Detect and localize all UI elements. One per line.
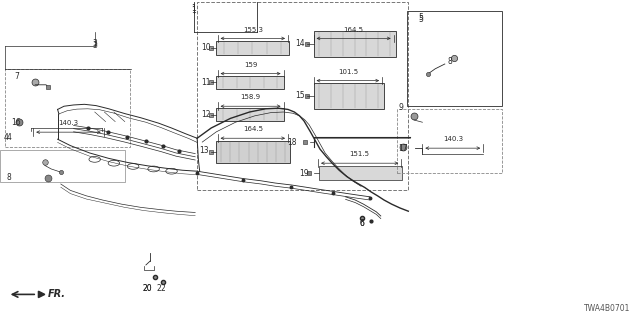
Text: 140.3: 140.3 [443,136,463,142]
Text: 101.5: 101.5 [338,69,358,75]
Text: 7: 7 [14,72,19,81]
Text: 4: 4 [4,133,9,142]
Text: 13: 13 [199,146,209,155]
Text: 8: 8 [448,57,452,66]
Text: 8: 8 [6,173,11,182]
Text: FR.: FR. [48,289,66,300]
Text: 5: 5 [419,13,424,22]
Bar [314,83,384,109]
Bar [397,109,502,173]
Text: 5: 5 [419,15,424,24]
Text: 140.3: 140.3 [58,120,79,126]
Bar [0,150,125,182]
Text: 1: 1 [191,6,196,15]
Bar [216,108,284,121]
Text: 2: 2 [156,284,161,293]
Polygon shape [38,291,45,298]
Text: 14: 14 [295,39,305,48]
Bar [314,31,396,57]
Text: 159: 159 [244,62,257,68]
Text: 4: 4 [6,133,12,142]
Text: 158.9: 158.9 [241,94,260,100]
Bar [216,41,289,55]
Text: 164.5: 164.5 [344,27,364,33]
Text: 1: 1 [191,4,196,13]
Text: 3: 3 [92,39,97,48]
Text: 3: 3 [92,41,97,50]
Text: 17: 17 [398,144,408,153]
Text: 15: 15 [295,92,305,100]
Text: 18: 18 [287,138,297,147]
Bar [5,69,130,147]
Bar [216,76,284,89]
Text: 9: 9 [398,103,403,112]
Bar [197,2,408,190]
Bar [216,141,290,163]
Text: 16: 16 [12,118,21,127]
Bar [407,11,502,106]
Text: 6: 6 [359,219,364,228]
Text: 11: 11 [202,78,211,87]
Text: 2: 2 [161,284,166,293]
Text: 151.5: 151.5 [349,151,370,157]
Text: 19: 19 [300,169,309,178]
Text: 12: 12 [202,110,211,119]
Text: 20: 20 [142,284,152,293]
Text: 10: 10 [202,44,211,52]
Bar [319,166,402,180]
Text: 20: 20 [142,284,152,293]
Text: 155.3: 155.3 [243,27,263,33]
Text: 6: 6 [359,219,364,228]
Text: 164.5: 164.5 [243,126,263,132]
Text: TWA4B0701: TWA4B0701 [584,304,630,313]
